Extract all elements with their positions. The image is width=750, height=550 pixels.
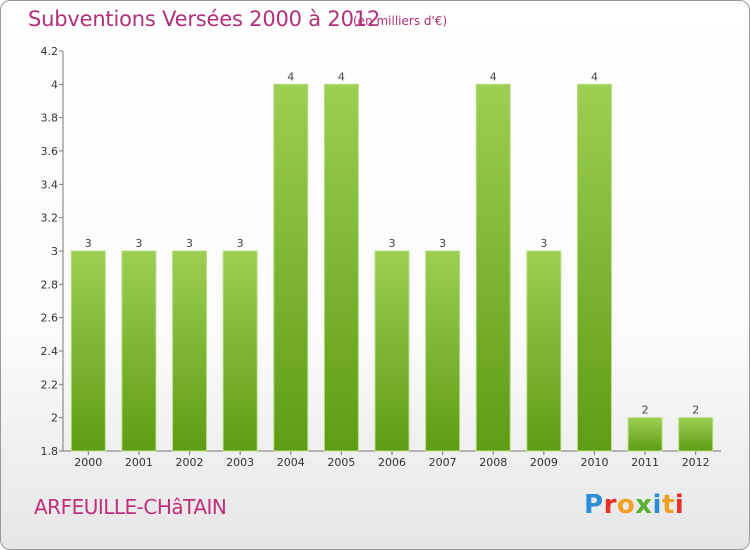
bar-2004 <box>273 83 309 452</box>
bar-2006 <box>374 250 410 452</box>
x-tick-label: 2009 <box>530 456 558 469</box>
bar-2000 <box>70 250 106 452</box>
y-tick-label: 2.8 <box>41 278 59 291</box>
x-tick-label: 2004 <box>277 456 305 469</box>
bar-2010 <box>576 83 612 452</box>
x-tick-label: 2006 <box>378 456 406 469</box>
logo-letter: P <box>584 490 604 520</box>
x-tick-label: 2008 <box>479 456 507 469</box>
data-label: 3 <box>439 237 446 250</box>
data-label: 3 <box>389 237 396 250</box>
data-label: 4 <box>338 70 345 83</box>
bar-2002 <box>172 250 208 452</box>
y-tick-label: 4.2 <box>41 45 59 58</box>
y-tick-label: 3.4 <box>41 178 59 191</box>
bar-2007 <box>425 250 461 452</box>
data-label: 3 <box>237 237 244 250</box>
bar-2009 <box>526 250 562 452</box>
logo-letter: o <box>616 490 636 520</box>
bar-2008 <box>475 83 511 452</box>
y-tick-label: 2.6 <box>41 312 59 325</box>
chart-title: Subventions Versées 2000 à 2012 <box>28 7 381 31</box>
data-label: 3 <box>135 237 142 250</box>
y-tick-label: 3.6 <box>41 145 59 158</box>
x-tick-label: 2012 <box>682 456 710 469</box>
logo-letter: x <box>635 490 653 520</box>
logo-letter: r <box>603 490 617 520</box>
data-label: 2 <box>642 404 649 417</box>
proxiti-logo: Proxiti <box>584 490 684 520</box>
bars <box>70 83 714 452</box>
x-tick-label: 2007 <box>429 456 457 469</box>
y-tick-label: 2.2 <box>41 378 59 391</box>
bar-2011 <box>627 417 663 452</box>
bar-2003 <box>222 250 258 452</box>
x-tick-label: 2000 <box>74 456 102 469</box>
y-tick-label: 2 <box>51 412 58 425</box>
chart-unit-note: (en milliers d'€) <box>353 14 448 28</box>
logo-letter: i <box>652 490 662 520</box>
labels: 2000 3 2001 3 2002 3 2003 3 2004 4 2005 4 2006 3 2007 3… <box>74 70 709 469</box>
logo-letter: t <box>661 490 675 520</box>
data-label: 4 <box>591 70 598 83</box>
data-label: 4 <box>490 70 497 83</box>
x-tick-label: 2011 <box>631 456 659 469</box>
bar-2012 <box>678 417 714 452</box>
data-label: 3 <box>85 237 92 250</box>
y-tick-label: 1.8 <box>41 445 59 458</box>
x-tick-label: 2010 <box>580 456 608 469</box>
x-tick-label: 2003 <box>226 456 254 469</box>
bar-2005 <box>323 83 359 452</box>
x-tick-label: 2005 <box>327 456 355 469</box>
x-tick-label: 2002 <box>176 456 204 469</box>
y-tick-label: 3 <box>51 245 58 258</box>
y-tick-label: 4 <box>51 78 58 91</box>
y-tick-label: 3.2 <box>41 212 59 225</box>
logo-letter: i <box>674 490 685 520</box>
y-tick-label: 2.4 <box>41 345 59 358</box>
data-label: 4 <box>287 70 294 83</box>
data-label: 3 <box>186 237 193 250</box>
place-name: ARFEUILLE-CHâTAIN <box>34 495 227 519</box>
data-label: 3 <box>540 237 547 250</box>
y-tick-label: 3.8 <box>41 112 59 125</box>
bar-2001 <box>121 250 157 452</box>
x-tick-label: 2001 <box>125 456 153 469</box>
data-label: 2 <box>692 404 699 417</box>
